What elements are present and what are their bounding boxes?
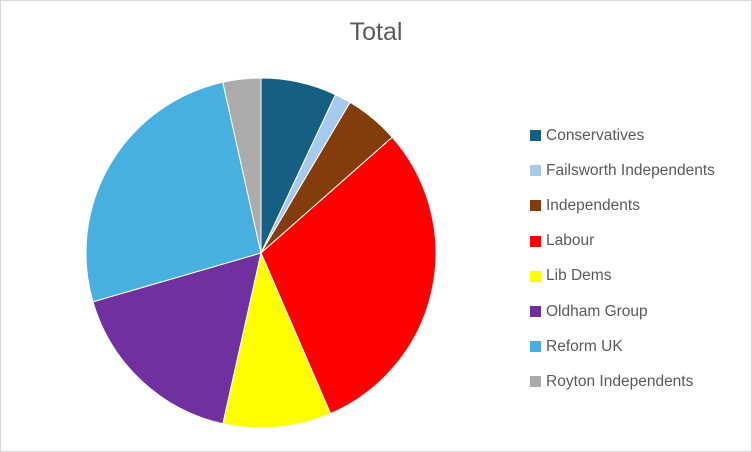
legend-swatch <box>530 235 541 247</box>
pie-slice-labour <box>260 136 437 415</box>
legend-item-lib-dems: Lib Dems <box>530 259 745 294</box>
pie-slice-oldham-group <box>92 252 262 425</box>
pie-slice-royton-independents <box>222 77 262 254</box>
legend-swatch <box>530 200 541 212</box>
legend-swatch <box>530 306 541 318</box>
legend-item-oldham-group: Oldham Group <box>530 294 745 329</box>
legend-swatch <box>530 341 541 353</box>
legend-swatch <box>530 130 541 142</box>
pie-slice-lib-dems <box>222 251 332 429</box>
legend-label: Lib Dems <box>546 267 612 285</box>
chart-legend: Conservatives Failsworth Independents Inde… <box>530 118 745 400</box>
legend-swatch <box>530 165 541 177</box>
legend-item-independents: Independents <box>530 188 745 223</box>
legend-swatch <box>530 376 541 388</box>
pie-slice-reform-uk <box>85 81 262 303</box>
legend-label: Independents <box>546 196 640 214</box>
legend-item-reform-uk: Reform UK <box>530 329 745 364</box>
legend-item-labour: Labour <box>530 224 745 259</box>
legend-label: Conservatives <box>546 126 645 144</box>
legend-label: Labour <box>546 232 595 250</box>
legend-item-conservatives: Conservatives <box>530 118 745 153</box>
legend-label: Oldham Group <box>546 302 648 320</box>
legend-label: Royton Independents <box>546 372 694 390</box>
legend-item-royton-independents: Royton Independents <box>530 364 745 399</box>
legend-item-failsworth-independents: Failsworth Independents <box>530 153 745 188</box>
legend-label: Failsworth Independents <box>546 161 715 179</box>
legend-label: Reform UK <box>546 337 623 355</box>
legend-swatch <box>530 270 541 282</box>
chart-title: Total <box>349 18 403 46</box>
